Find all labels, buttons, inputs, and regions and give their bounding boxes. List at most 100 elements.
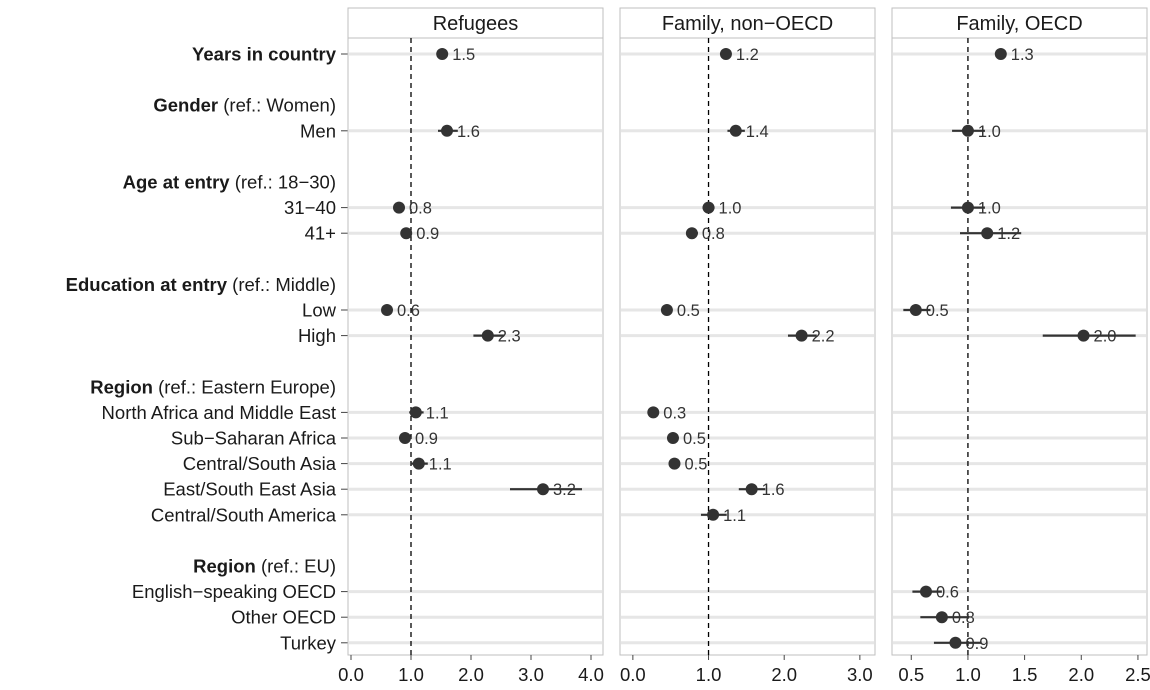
data-label-otheroecd: 0.8 — [952, 609, 975, 627]
row-label-bold: Region — [193, 556, 256, 577]
data-point-age_41 — [400, 227, 413, 240]
data-label-men: 1.4 — [746, 123, 769, 141]
data-point-csasia — [668, 457, 681, 470]
panel-title-strip — [347, 7, 604, 39]
panel-title: Refugees — [433, 13, 519, 35]
x-tick-label: 2.0 — [458, 664, 484, 685]
data-point-years — [994, 48, 1007, 60]
panel-title: Family, OECD — [956, 13, 1082, 35]
panel-title-strip — [891, 7, 1148, 39]
panel-border — [347, 37, 604, 656]
row-label-gender_header: Gender (ref.: Women) — [153, 95, 336, 116]
x-tick-label: 0.0 — [620, 664, 646, 685]
row-label-eseasia: East/South East Asia — [163, 479, 336, 500]
data-label-eseasia: 1.6 — [762, 481, 785, 499]
data-label-csasia: 0.5 — [684, 456, 707, 474]
row-labels: Years in country Gender (ref.: Women) Men A… — [66, 44, 348, 653]
data-label-eseasia: 3.2 — [553, 481, 576, 499]
data-point-nafrica — [409, 406, 422, 419]
data-label-high: 2.0 — [1094, 328, 1117, 346]
data-label-high: 2.2 — [812, 328, 835, 346]
data-point-nafrica — [647, 406, 660, 419]
data-point-high — [481, 329, 494, 342]
row-label-turkey: Turkey — [280, 632, 337, 653]
data-point-men — [441, 124, 453, 137]
row-label-age_header: Age at entry (ref.: 18−30) — [123, 172, 336, 193]
row-label-edu_header: Education at entry (ref.: Middle) — [66, 274, 336, 295]
row-label-ref: (ref.: Eastern Europe) — [153, 376, 336, 397]
data-point-high — [1077, 329, 1090, 342]
panel-title-strip — [619, 7, 876, 39]
x-tick-label: 1.0 — [398, 664, 424, 685]
row-label-age_31_40: 31−40 — [284, 197, 336, 218]
data-label-csasia: 1.1 — [429, 456, 452, 474]
data-point-years — [436, 48, 449, 60]
data-label-age_31_40: 1.0 — [978, 200, 1001, 218]
panel-1: Refugees 1.5 1.6 0.8 0.9 0.6 2.3 1.1 0.9 1.1 3.2 0.… — [338, 7, 604, 685]
row-label-region1_header: Region (ref.: Eastern Europe) — [90, 376, 336, 397]
row-label-otheroecd: Other OECD — [231, 607, 336, 628]
data-label-ssafrica: 0.5 — [683, 430, 706, 448]
data-label-csamerica: 1.1 — [723, 507, 746, 525]
row-label-ref: (ref.: Middle) — [227, 274, 336, 295]
data-label-low: 0.5 — [926, 302, 949, 320]
data-point-ssafrica — [399, 432, 411, 444]
data-point-men — [729, 124, 742, 137]
panel-3: Family, OECD 1.3 1.0 1.0 1.2 0.5 2.0 0.6 0.8 0.9 0… — [891, 7, 1150, 685]
panel-border — [619, 37, 876, 656]
row-label-ref: (ref.: 18−30) — [230, 172, 336, 193]
x-tick-label: 1.0 — [955, 664, 981, 685]
row-label-low: Low — [302, 300, 337, 321]
data-point-ssafrica — [666, 432, 679, 444]
x-tick-label: 1.0 — [696, 664, 722, 685]
x-tick-label: 2.0 — [771, 664, 797, 685]
data-point-low — [660, 304, 673, 316]
x-tick-label: 0.5 — [898, 664, 924, 685]
data-label-low: 0.6 — [397, 302, 420, 320]
data-point-eseasia — [537, 483, 549, 496]
row-label-bold: Region — [90, 376, 153, 397]
data-label-low: 0.5 — [677, 302, 700, 320]
row-label-bold: Age at entry — [123, 172, 231, 193]
data-point-csasia — [412, 457, 425, 470]
data-point-age_41 — [685, 227, 698, 240]
data-point-csamerica — [707, 508, 720, 521]
row-label-csasia: Central/South Asia — [183, 453, 337, 474]
row-label-english: English−speaking OECD — [132, 581, 336, 602]
row-label-age_41: 41+ — [305, 223, 336, 244]
data-label-years: 1.3 — [1011, 46, 1034, 64]
data-point-english — [920, 585, 932, 598]
row-label-years: Years in country — [192, 44, 337, 65]
data-point-otheroecd — [935, 611, 948, 624]
data-point-age_31_40 — [393, 201, 405, 214]
data-label-men: 1.6 — [457, 123, 480, 141]
data-label-men: 1.0 — [978, 123, 1001, 141]
data-label-age_41: 0.9 — [416, 225, 439, 243]
panel-title: Family, non−OECD — [662, 13, 833, 35]
row-label-csamerica: Central/South America — [151, 504, 337, 525]
data-label-age_31_40: 0.8 — [409, 200, 432, 218]
x-tick-label: 4.0 — [578, 664, 604, 685]
panel-2: Family, non−OECD 1.2 1.4 1.0 0.8 0.5 2.2 0.3 0.5… — [619, 7, 876, 685]
data-point-high — [795, 329, 808, 342]
data-label-high: 2.3 — [498, 328, 521, 346]
x-tick-label: 1.5 — [1012, 664, 1038, 685]
data-point-low — [381, 304, 393, 316]
data-label-ssafrica: 0.9 — [415, 430, 438, 448]
data-point-eseasia — [745, 483, 758, 496]
data-label-english: 0.6 — [936, 584, 959, 602]
data-label-nafrica: 1.1 — [426, 404, 449, 422]
data-point-age_41 — [981, 227, 994, 240]
data-point-low — [909, 304, 922, 316]
row-label-bold: Gender — [153, 95, 218, 116]
row-label-ref: (ref.: EU) — [256, 556, 336, 577]
row-label-high: High — [298, 325, 336, 346]
x-tick-label: 2.0 — [1068, 664, 1094, 685]
data-label-nafrica: 0.3 — [663, 404, 686, 422]
data-point-men — [961, 124, 974, 137]
panel-border — [891, 37, 1148, 656]
row-label-ref: (ref.: Women) — [218, 95, 336, 116]
row-label-nafrica: North Africa and Middle East — [102, 402, 336, 423]
data-label-age_41: 1.2 — [997, 225, 1020, 243]
